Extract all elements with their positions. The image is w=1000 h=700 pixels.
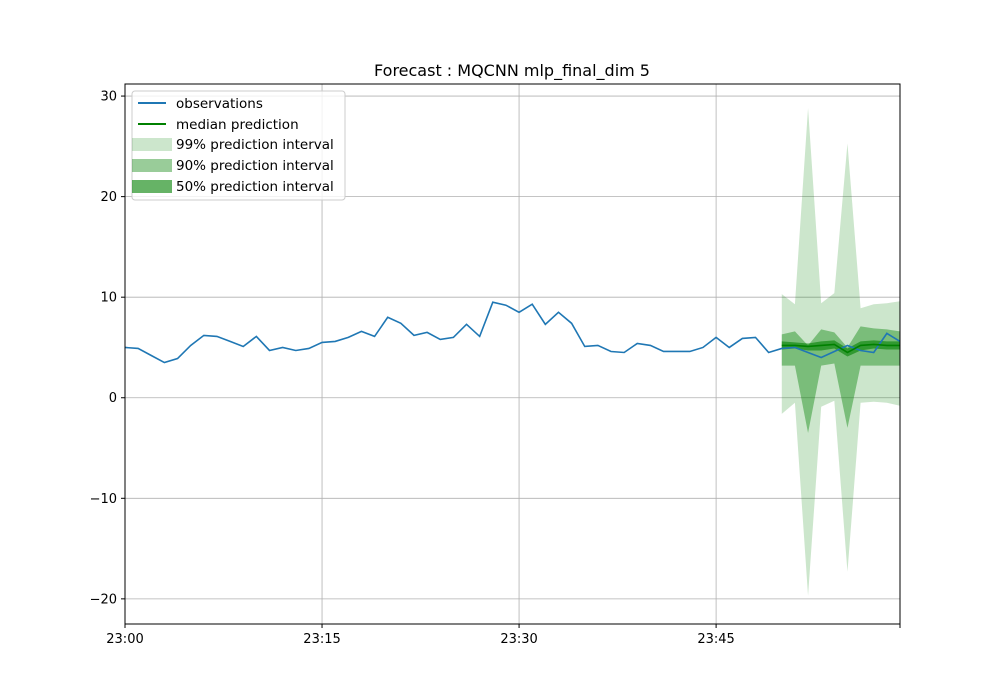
y-tick-label: 10 — [100, 291, 117, 306]
legend-swatch-99 — [132, 138, 172, 151]
plot-frame — [124, 83, 901, 625]
legend-label-90: 90% prediction interval — [176, 158, 334, 174]
y-tick-label: 30 — [100, 90, 117, 105]
x-tick-label: 23:00 — [106, 632, 143, 647]
chart-title: Forecast : MQCNN mlp_final_dim 5 — [374, 61, 650, 81]
y-tick-label: 0 — [109, 391, 117, 406]
series-lines — [124, 301, 901, 364]
legend-label-50: 50% prediction interval — [176, 179, 334, 195]
legend-swatch-50 — [132, 180, 172, 193]
prediction-bands — [781, 108, 900, 596]
y-tick-label: 20 — [100, 190, 117, 205]
legend: observations median prediction 99% predi… — [131, 90, 346, 201]
y-tick-label: −10 — [90, 492, 117, 507]
legend-swatch-90 — [132, 159, 172, 172]
legend-label-median: median prediction — [176, 117, 299, 133]
y-tick-label: −20 — [90, 592, 117, 607]
x-tick-label: 23:30 — [500, 632, 537, 647]
legend-frame — [131, 90, 346, 201]
legend-label-observations: observations — [176, 96, 263, 112]
x-tick-label: 23:45 — [697, 632, 734, 647]
legend-label-99: 99% prediction interval — [176, 137, 334, 153]
x-tick-label: 23:15 — [303, 632, 340, 647]
observations-line — [124, 301, 901, 364]
median-line — [781, 343, 900, 354]
axis-ticks: −20 −10 0 10 20 30 23:00 23:15 23:30 23:45 — [90, 90, 901, 647]
